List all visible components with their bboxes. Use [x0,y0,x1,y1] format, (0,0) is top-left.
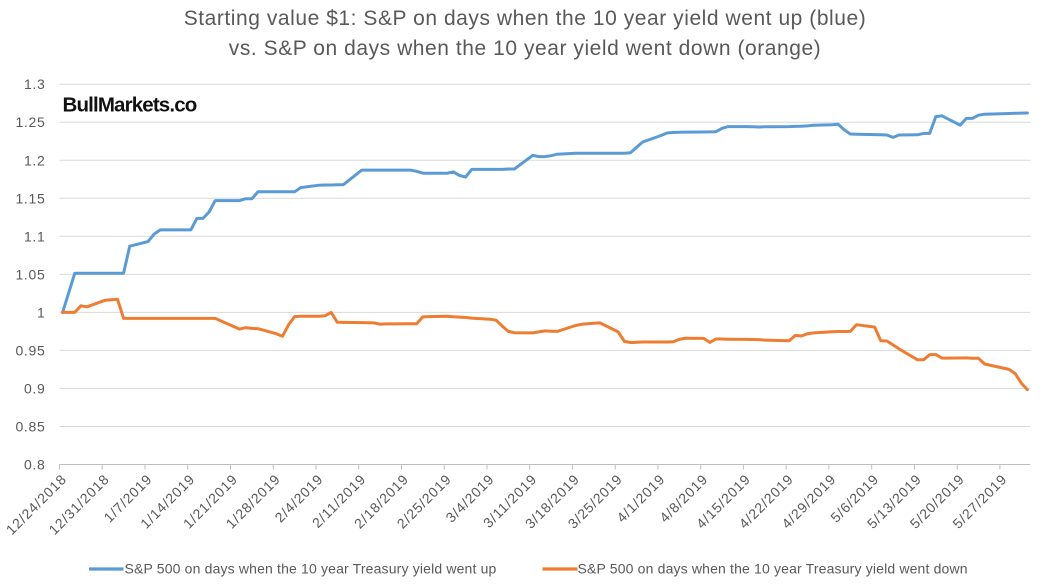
svg-text:BullMarkets.co: BullMarkets.co [63,93,197,116]
svg-text:Starting value $1: S&P on days: Starting value $1: S&P on days when the … [184,7,867,30]
svg-text:1.1: 1.1 [24,228,46,244]
svg-text:S&P 500 on days when the 10 ye: S&P 500 on days when the 10 year Treasur… [578,561,968,577]
svg-text:0.8: 0.8 [24,457,46,473]
svg-text:1: 1 [37,304,46,320]
svg-text:0.85: 0.85 [15,419,45,435]
svg-text:0.95: 0.95 [15,342,45,358]
svg-text:1.05: 1.05 [15,266,45,282]
svg-text:1.3: 1.3 [24,76,46,92]
svg-text:1.25: 1.25 [15,114,45,130]
svg-text:1.2: 1.2 [24,152,46,168]
svg-text:1.15: 1.15 [15,190,45,206]
svg-text:0.9: 0.9 [24,380,46,396]
svg-text:vs. S&P on days when the 10 ye: vs. S&P on days when the 10 year yield w… [229,37,821,60]
svg-text:S&P 500 on days when the 10 ye: S&P 500 on days when the 10 year Treasur… [125,561,497,577]
